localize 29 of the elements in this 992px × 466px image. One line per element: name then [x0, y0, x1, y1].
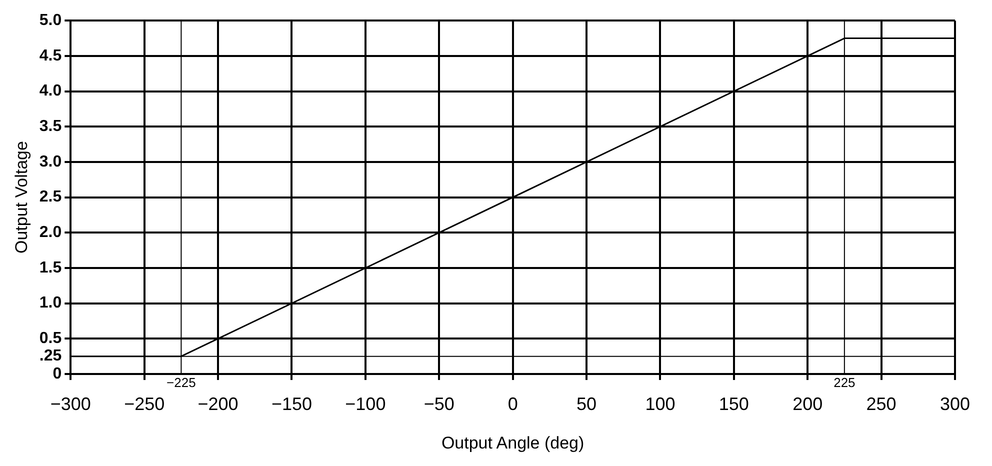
x-tick-label: −200: [198, 394, 238, 414]
y-tick-label: 0: [52, 365, 62, 382]
y-tick-label: 4.0: [39, 82, 62, 100]
x-tick-label: 200: [792, 394, 823, 414]
x-tick-label: −300: [50, 394, 91, 414]
y-tick-label: 4.5: [39, 47, 62, 64]
y-tick-label: .25: [39, 348, 62, 365]
y-tick-label: 0.5: [39, 330, 62, 348]
y-tick-label: 3.0: [39, 153, 62, 170]
x-tick-label: −50: [424, 394, 454, 414]
y-tick-label: 1.5: [39, 259, 62, 276]
y-tick-label: 3.5: [39, 118, 62, 136]
y-tick-label: 1.0: [39, 294, 62, 312]
x-tick-label: −150: [271, 394, 312, 414]
y-tick-label: 2.0: [39, 224, 62, 242]
x-tick-label: 150: [718, 394, 749, 414]
x-tick-label: 100: [645, 394, 676, 414]
y-axis-title: Output Voltage: [12, 141, 31, 254]
x-tick-label: −100: [345, 394, 386, 414]
x-tick-label: −250: [124, 394, 165, 414]
x-axis-title: Output Angle (deg): [441, 433, 584, 452]
ref-line-label: −225: [166, 375, 196, 390]
x-tick-label: 300: [940, 394, 970, 414]
y-tick-label: 2.5: [39, 188, 62, 206]
y-tick-label: 5.0: [39, 12, 62, 30]
ref-line-label: 225: [834, 375, 856, 390]
x-tick-label: 0: [508, 394, 518, 414]
x-tick-label: 250: [866, 394, 896, 414]
x-tick-label: 50: [576, 394, 597, 414]
